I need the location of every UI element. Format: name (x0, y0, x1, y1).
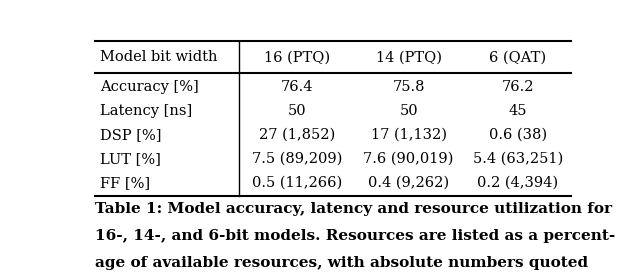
Text: DSP [%]: DSP [%] (100, 128, 161, 142)
Text: 0.6 (38): 0.6 (38) (489, 128, 547, 142)
Text: Accuracy [%]: Accuracy [%] (100, 80, 198, 94)
Text: 50: 50 (288, 104, 307, 118)
Text: 14 (PTQ): 14 (PTQ) (376, 50, 442, 64)
Text: 5.4 (63,251): 5.4 (63,251) (472, 152, 563, 166)
Text: 75.8: 75.8 (392, 80, 425, 94)
Text: LUT [%]: LUT [%] (100, 152, 161, 166)
Text: Table 1: Model accuracy, latency and resource utilization for: Table 1: Model accuracy, latency and res… (95, 202, 612, 216)
Text: 76.2: 76.2 (502, 80, 534, 94)
Text: 17 (1,132): 17 (1,132) (371, 128, 447, 142)
Text: FF [%]: FF [%] (100, 176, 150, 190)
Text: 27 (1,852): 27 (1,852) (259, 128, 335, 142)
Text: 50: 50 (399, 104, 418, 118)
Text: 0.5 (11,266): 0.5 (11,266) (252, 176, 342, 190)
Text: 7.6 (90,019): 7.6 (90,019) (364, 152, 454, 166)
Text: 6 (QAT): 6 (QAT) (489, 50, 547, 64)
Text: age of available resources, with absolute numbers quoted: age of available resources, with absolut… (95, 256, 588, 270)
Text: 16-, 14-, and 6-bit models. Resources are listed as a percent-: 16-, 14-, and 6-bit models. Resources ar… (95, 229, 615, 243)
Text: 45: 45 (508, 104, 527, 118)
Text: 0.2 (4,394): 0.2 (4,394) (477, 176, 558, 190)
Text: Model bit width: Model bit width (100, 50, 218, 64)
Text: 0.4 (9,262): 0.4 (9,262) (368, 176, 449, 190)
Text: 16 (PTQ): 16 (PTQ) (264, 50, 330, 64)
Text: Latency [ns]: Latency [ns] (100, 104, 192, 118)
Text: 76.4: 76.4 (281, 80, 313, 94)
Text: 7.5 (89,209): 7.5 (89,209) (252, 152, 342, 166)
